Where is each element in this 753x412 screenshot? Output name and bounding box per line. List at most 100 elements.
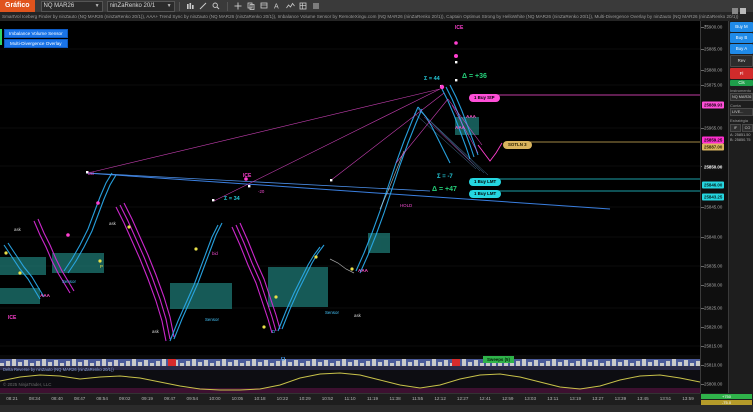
- price-tick-label: 25840.00: [704, 234, 723, 240]
- buy-bid-button[interactable]: Buy B: [730, 33, 753, 43]
- buy-lmt-tag-2[interactable]: 1 Buy LMT: [469, 190, 502, 198]
- time-axis-label: 08:54: [96, 396, 108, 401]
- price-label-magenta-1[interactable]: 25889.93: [702, 101, 725, 109]
- buy-lmt-tag-1[interactable]: 1 Buy LMT: [469, 178, 502, 186]
- delta-oscillator-pane[interactable]: Delta Reverse by ninZauto (NQ MAR26 (nin…: [0, 366, 700, 394]
- window-controls[interactable]: [731, 2, 749, 14]
- chevron-down-icon: ▼: [94, 2, 100, 9]
- volume-profile-strip[interactable]: [0, 355, 700, 366]
- quantity-field[interactable]: IF: [730, 124, 741, 132]
- stop-tag[interactable]: SOTLN 3: [503, 141, 532, 149]
- legend-item-imbalance-volume-sensor[interactable]: Imbalance Volume Sensor: [4, 29, 68, 38]
- price-tick-label: 25845.00: [704, 204, 723, 210]
- price-tick: [701, 207, 704, 208]
- price-label-cyan-1[interactable]: 25846.00: [702, 181, 725, 189]
- time-axis-label: 10:22: [276, 396, 289, 401]
- price-tick-label: 25835.00: [704, 263, 723, 269]
- time-axis-label: 09:02: [118, 396, 131, 401]
- time-axis-label: 13:51: [659, 396, 672, 401]
- sigma-44: Σ = 44: [424, 76, 440, 82]
- text-icon[interactable]: A: [272, 1, 283, 11]
- instrument-selector[interactable]: NQ MAR26 ▼: [40, 0, 103, 12]
- price-label-magenta-2[interactable]: 25859.25: [702, 136, 725, 144]
- buy-ask-button[interactable]: Buy A: [730, 44, 753, 54]
- ice-label-mid: ICE: [243, 173, 252, 179]
- time-axis-label: 09:47: [163, 396, 176, 401]
- bid-label-2: bid: [212, 251, 218, 256]
- legend-item-multi-divergence-overlay[interactable]: Multi-Divergence Overlay: [4, 39, 68, 48]
- delta-plus-36: Δ = +36: [462, 73, 487, 80]
- crosshair-icon[interactable]: [233, 1, 244, 11]
- chart-type-icon[interactable]: [185, 1, 196, 11]
- sweeps-badge[interactable]: Sweeps (5): [483, 356, 514, 363]
- chart-graphics: [0, 41, 700, 347]
- instrument-field[interactable]: NQ MAR26: [730, 93, 753, 101]
- price-label-cyan-2[interactable]: 25843.25: [702, 193, 725, 201]
- time-axis-label: 10:18: [254, 396, 266, 401]
- copy-icon[interactable]: [246, 1, 257, 11]
- legend-active-marker: [0, 29, 2, 45]
- price-label-last[interactable]: 25850.00: [702, 163, 725, 171]
- time-axis-label: 09:19: [141, 396, 153, 401]
- price-tick-label: 25830.00: [704, 282, 723, 288]
- price-tick: [701, 308, 704, 309]
- grid-icon[interactable]: [298, 1, 309, 11]
- price-tick-label: 25825.00: [704, 305, 723, 311]
- ask-price-row: A: 25851.50: [730, 133, 753, 137]
- toolbar-divider: [178, 1, 180, 11]
- time-axis-label: 11:10: [344, 396, 356, 401]
- time-axis-label: 08:47: [73, 396, 86, 401]
- bid-price-row: B: 25850.75: [730, 138, 753, 142]
- flatten-button[interactable]: Fl: [730, 68, 753, 79]
- zoom-icon[interactable]: [211, 1, 222, 11]
- ask-value: 25851.50: [734, 133, 751, 137]
- time-axis-label: 11:55: [412, 396, 424, 401]
- time-axis-label: 08:34: [28, 396, 41, 401]
- time-axis-label: 12:12: [434, 396, 446, 401]
- chevron-down-icon: ▼: [166, 2, 172, 9]
- oscillator-graphics: [0, 367, 700, 394]
- close-position-button[interactable]: Cls: [730, 80, 753, 86]
- indicator-icon[interactable]: [285, 1, 296, 11]
- price-tick-label: 25810.00: [704, 362, 723, 368]
- hold-label: HOLD: [400, 203, 413, 208]
- pnl-status-panel: +750 -75.0: [700, 393, 753, 405]
- sensor-label-2: Sensor: [205, 317, 219, 322]
- chart-tab[interactable]: Gráfico: [0, 0, 35, 12]
- price-tick-label: 25875.00: [704, 82, 723, 88]
- account-field[interactable]: LIVE...: [730, 108, 753, 116]
- ice-label-top: ICE: [455, 25, 464, 31]
- price-axis[interactable]: 25900.00 25885.00 25880.00 25875.00 25965.00…: [700, 21, 729, 393]
- chart-legend: Imbalance Volume Sensor Multi-Divergence…: [4, 29, 68, 48]
- time-axis-label: 10:29: [299, 396, 311, 401]
- time-axis-label: 09:54: [186, 396, 199, 401]
- time-axis-label: 13:27: [592, 396, 604, 401]
- ice-label-left: ICE: [8, 315, 17, 321]
- trendline-icon[interactable]: [198, 1, 209, 11]
- price-tick: [701, 70, 704, 71]
- time-axis[interactable]: 08:21 08:34 08:40 08:47 08:54 09:02 09:19 09:47…: [0, 393, 700, 406]
- annotate-icon[interactable]: [259, 1, 270, 11]
- order-type-field[interactable]: CO: [742, 124, 753, 132]
- collapse-panel-arrow-icon[interactable]: ←: [703, 22, 710, 29]
- buy-stp-tag[interactable]: 1 Buy StP: [469, 94, 500, 102]
- price-label-tan[interactable]: 25887.00: [702, 143, 725, 151]
- aaa-label-2: AAA: [358, 268, 368, 273]
- price-chart-canvas[interactable]: Imbalance Volume Sensor Multi-Divergence…: [0, 21, 700, 355]
- time-axis-label: 08:21: [6, 396, 18, 401]
- buy-market-button[interactable]: Buy M: [730, 22, 753, 32]
- time-axis-label: 13:39: [614, 396, 627, 401]
- timeframe-selector[interactable]: ninZaRenko 20/1 ▼: [106, 0, 175, 12]
- toolbar-divider: [226, 1, 228, 11]
- price-tick-label: 25800.00: [704, 381, 723, 387]
- time-axis-label: 10:00: [209, 396, 221, 401]
- time-axis-label: 13:19: [569, 396, 582, 401]
- sensor-label-1: Sensor: [62, 279, 76, 284]
- price-tick: [701, 384, 704, 385]
- aaa-label-1: AAA: [40, 293, 50, 298]
- list-icon[interactable]: [311, 1, 322, 11]
- reverse-button[interactable]: Rev: [730, 55, 753, 67]
- time-axis-label: 08:40: [51, 396, 63, 401]
- price-tick-label: 25885.00: [704, 46, 723, 52]
- price-tick: [701, 285, 704, 286]
